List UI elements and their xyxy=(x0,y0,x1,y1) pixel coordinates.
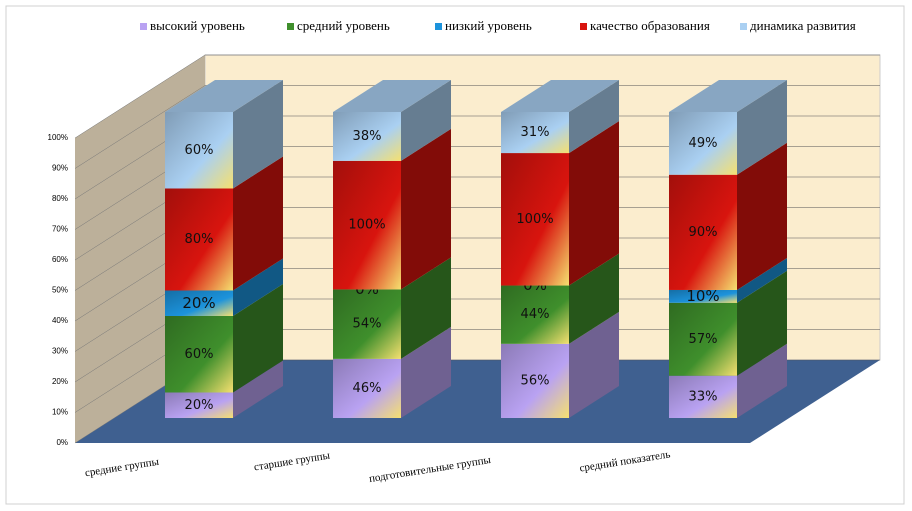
value-label: 90% xyxy=(689,225,718,240)
bar xyxy=(165,290,233,316)
value-label: 49% xyxy=(689,136,718,151)
bar xyxy=(669,289,737,303)
value-label: 100% xyxy=(348,218,385,233)
value-label: 60% xyxy=(185,347,214,362)
legend-swatch xyxy=(740,23,747,30)
bar-side xyxy=(401,128,451,290)
bar xyxy=(501,285,569,344)
value-label: 44% xyxy=(521,307,550,322)
bar xyxy=(165,112,233,189)
y-tick-label: 0% xyxy=(56,438,68,447)
bar xyxy=(333,358,401,418)
grid-line-side xyxy=(74,54,206,139)
y-tick-label: 40% xyxy=(52,316,68,325)
value-label: 100% xyxy=(516,212,553,227)
bar-side xyxy=(233,258,283,316)
bar-side xyxy=(401,326,451,418)
bar-top xyxy=(333,80,451,112)
bar xyxy=(165,392,233,418)
value-label: 31% xyxy=(521,125,550,140)
value-label: 57% xyxy=(689,332,718,347)
value-label: 60% xyxy=(185,143,214,158)
value-label: 10% xyxy=(686,287,719,305)
value-label: 46% xyxy=(353,381,382,396)
bar-side xyxy=(401,257,451,359)
value-label: 20% xyxy=(185,398,214,413)
y-tick-label: 60% xyxy=(52,255,68,264)
bar-side xyxy=(569,121,619,286)
bar-top xyxy=(501,80,619,112)
bar-top xyxy=(669,80,787,112)
value-label: 20% xyxy=(182,294,215,312)
value-label: 80% xyxy=(185,232,214,247)
y-tick-label: 70% xyxy=(52,225,68,234)
bar-side xyxy=(737,270,787,376)
bar xyxy=(501,343,569,418)
bar-side xyxy=(737,80,787,175)
bar-side xyxy=(737,257,787,303)
y-tick-label: 20% xyxy=(52,377,68,386)
bar-side xyxy=(569,80,619,154)
value-label: 33% xyxy=(689,389,718,404)
value-label: 54% xyxy=(353,317,382,332)
bar xyxy=(669,375,737,418)
bar-side xyxy=(233,80,283,189)
bar xyxy=(501,112,569,154)
bar-side xyxy=(401,80,451,161)
bar xyxy=(165,316,233,393)
bar xyxy=(669,302,737,376)
y-tick-label: 90% xyxy=(52,164,68,173)
bar-side xyxy=(233,156,283,291)
bar-side xyxy=(569,253,619,344)
bar xyxy=(669,112,737,175)
bar xyxy=(333,112,401,161)
legend-label: низкий уровень xyxy=(445,18,532,33)
value-label: 56% xyxy=(521,373,550,388)
legend-swatch xyxy=(435,23,442,30)
y-tick-label: 30% xyxy=(52,347,68,356)
bar-side xyxy=(737,142,787,290)
bar xyxy=(669,174,737,290)
y-tick-label: 10% xyxy=(52,408,68,417)
legend-swatch xyxy=(140,23,147,30)
bar xyxy=(333,160,401,290)
bar-side xyxy=(569,311,619,418)
bar-side xyxy=(233,284,283,393)
value-label: 38% xyxy=(353,129,382,144)
bar xyxy=(165,188,233,291)
y-tick-label: 100% xyxy=(48,133,68,142)
legend-label: качество образования xyxy=(590,18,710,33)
bar xyxy=(501,153,569,286)
legend-label: высокий уровень xyxy=(150,18,245,33)
grid-line-side xyxy=(74,85,206,169)
bar-top xyxy=(165,80,283,112)
legend-swatch xyxy=(287,23,294,30)
legend-label: средний уровень xyxy=(297,18,390,33)
bar-side xyxy=(233,360,283,418)
y-tick-label: 80% xyxy=(52,194,68,203)
legend-label: динамика развития xyxy=(750,18,856,33)
bar-side xyxy=(737,343,787,418)
y-tick-label: 50% xyxy=(52,286,68,295)
bar xyxy=(333,289,401,359)
legend-swatch xyxy=(580,23,587,30)
